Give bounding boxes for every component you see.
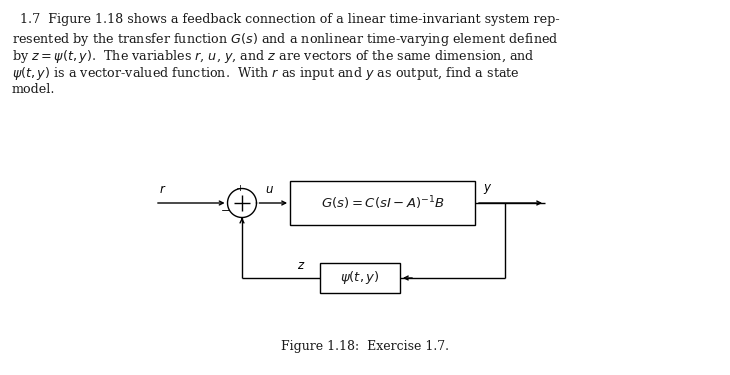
- Text: $r$: $r$: [159, 183, 166, 196]
- Text: $y$: $y$: [483, 182, 493, 196]
- Text: −: −: [220, 206, 230, 216]
- Text: +: +: [236, 183, 245, 192]
- Text: 1.7  Figure 1.18 shows a feedback connection of a linear time-invariant system r: 1.7 Figure 1.18 shows a feedback connect…: [12, 13, 560, 26]
- Text: $\psi(t, y)$: $\psi(t, y)$: [340, 270, 380, 286]
- Text: $G(s) = C(sI - A)^{-1}B$: $G(s) = C(sI - A)^{-1}B$: [320, 194, 445, 212]
- Bar: [290, 181, 475, 225]
- Text: $u$: $u$: [265, 183, 274, 196]
- Text: by $z = \psi(t, y)$.  The variables $r$, $u$, $y$, and $z$ are vectors of the sa: by $z = \psi(t, y)$. The variables $r$, …: [12, 48, 534, 65]
- Text: $\psi(t, y)$ is a vector-valued function.  With $r$ as input and $y$ as output, : $\psi(t, y)$ is a vector-valued function…: [12, 66, 520, 82]
- Text: $z$: $z$: [296, 259, 305, 272]
- Bar: [320, 263, 400, 293]
- Text: resented by the transfer function $G(s)$ and a nonlinear time-varying element de: resented by the transfer function $G(s)$…: [12, 30, 558, 48]
- Text: Figure 1.18:  Exercise 1.7.: Figure 1.18: Exercise 1.7.: [281, 340, 449, 353]
- Text: model.: model.: [12, 83, 55, 96]
